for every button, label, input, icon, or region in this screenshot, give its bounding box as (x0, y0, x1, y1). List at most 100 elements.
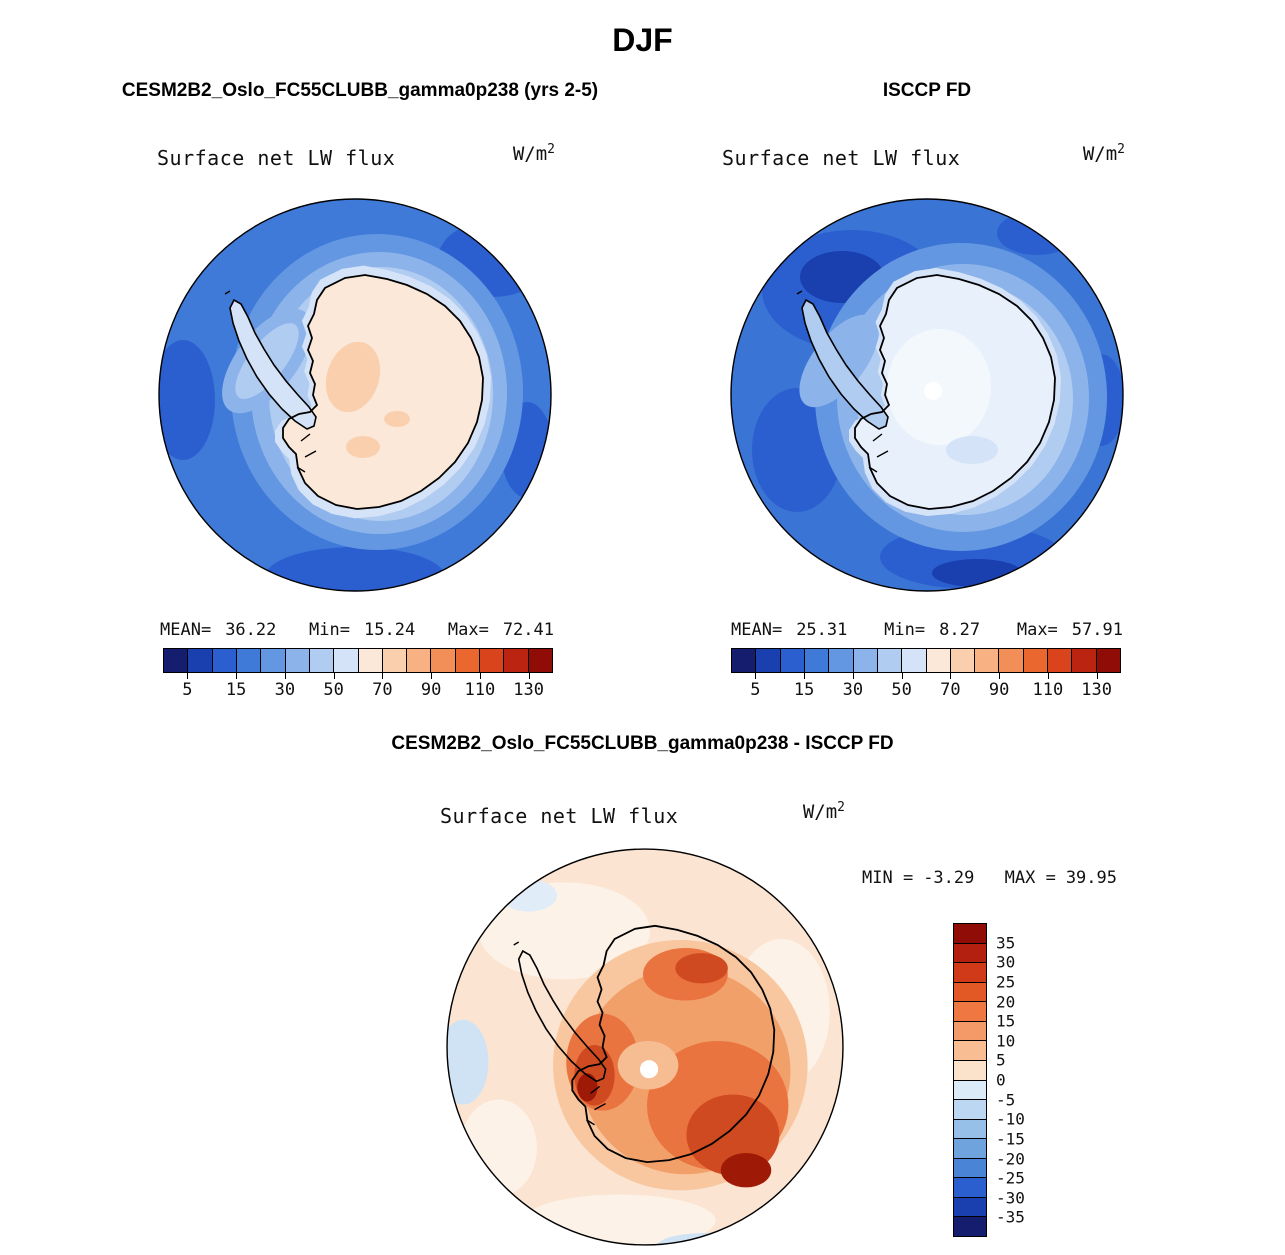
colorbar-cell (334, 649, 359, 672)
model-colorbar-labels: 5 15 30 50 70 90 110 130 (163, 680, 553, 700)
model-colorbar (163, 648, 553, 673)
diff-colorbar-label: 25 (996, 972, 1016, 992)
colorbar-cell (954, 1139, 986, 1159)
colorbar-tickmark (755, 673, 757, 679)
colorbar-cell (212, 649, 237, 672)
colorbar-cell (829, 649, 854, 672)
colorbar-cell (1023, 649, 1049, 672)
diff-colorbar (953, 923, 987, 1237)
obs-stats: MEAN= 25.31 Min= 8.27 Max= 57.91 (731, 620, 1123, 640)
obs-colorbar-tickmarks (731, 673, 1121, 679)
diff-map-rim (446, 848, 844, 1246)
coastline-detail-squiggles (224, 290, 317, 473)
model-mean-stat: MEAN= 36.22 (160, 620, 277, 640)
obs-units-base: W/m (1082, 143, 1118, 165)
colorbar-tick-label: 70 (940, 680, 961, 700)
model-min-stat: Min= 15.24 (309, 620, 416, 640)
diff-colorbar-label: 30 (996, 952, 1016, 972)
obs-colorbar (731, 648, 1121, 673)
diff-field-label: Surface net LW flux (440, 804, 679, 828)
colorbar-cell (853, 649, 878, 672)
diff-colorbar-label: 10 (996, 1031, 1016, 1051)
colorbar-tickmark (852, 673, 854, 679)
diff-units: W/m2 (745, 800, 845, 823)
obs-map-field (731, 199, 1123, 591)
obs-max-stat: Max= 57.91 (1016, 620, 1123, 640)
south-pole-marker (924, 382, 942, 400)
model-units-base: W/m (512, 143, 548, 165)
colorbar-cell (261, 649, 286, 672)
colorbar-cell (780, 649, 805, 672)
colorbar-cell (954, 1217, 986, 1236)
colorbar-tickmark (528, 673, 530, 679)
colorbar-cell (954, 1041, 986, 1061)
model-colorbar-tickmarks (163, 673, 553, 679)
model-panel-title: CESM2B2_Oslo_FC55CLUBB_gamma0p238 (yrs 2… (121, 80, 599, 101)
diff-colorbar-label: 15 (996, 1011, 1016, 1031)
diff-colorbar-label: 5 (996, 1050, 1006, 1070)
colorbar-cell (1048, 649, 1073, 672)
colorbar-cell (431, 649, 456, 672)
colorbar-tickmark (284, 673, 286, 679)
colorbar-tickmark (187, 673, 189, 679)
diff-units-exp: 2 (837, 800, 845, 815)
colorbar-tickmark (431, 673, 433, 679)
colorbar-cell (999, 649, 1024, 672)
diff-colorbar-label: -20 (996, 1149, 1025, 1168)
colorbar-tickmark (1047, 673, 1049, 679)
colorbar-cell (309, 649, 335, 672)
colorbar-cell (407, 649, 432, 672)
obs-map-rim (730, 198, 1124, 592)
colorbar-cell (954, 1178, 986, 1198)
colorbar-tick-label: 90 (420, 680, 442, 700)
model-max-stat: Max= 72.41 (447, 620, 554, 640)
colorbar-tick-label: 90 (988, 680, 1010, 700)
diff-colorbar-label: -10 (996, 1109, 1025, 1129)
south-pole-marker (639, 1060, 659, 1079)
colorbar-cell (954, 943, 986, 964)
diff-colorbar-label: -25 (996, 1168, 1025, 1188)
coastline-detail-squiggles (796, 290, 889, 473)
obs-map (730, 198, 1124, 592)
obs-panel-title: ISCCP FD (882, 80, 972, 101)
colorbar-tick-label: 5 (182, 680, 193, 700)
colorbar-cell (188, 649, 213, 672)
colorbar-tick-label: 30 (842, 680, 864, 700)
obs-field-label: Surface net LW flux (722, 146, 961, 170)
colorbar-cell (954, 1002, 986, 1022)
colorbar-cell (954, 1197, 986, 1218)
colorbar-cell (804, 649, 830, 672)
colorbar-cell (954, 1021, 986, 1042)
colorbar-cell (950, 649, 976, 672)
colorbar-cell (926, 649, 951, 672)
colorbar-cell (954, 1060, 986, 1081)
obs-units-exp: 2 (1117, 142, 1125, 157)
colorbar-cell (455, 649, 481, 672)
colorbar-cell (358, 649, 383, 672)
obs-interior-contour (946, 436, 998, 464)
model-field-label: Surface net LW flux (157, 146, 396, 170)
diff-map (446, 848, 844, 1246)
colorbar-tick-label: 130 (513, 680, 544, 700)
obs-min-stat: Min= 8.27 (884, 620, 981, 640)
colorbar-tick-label: 30 (274, 680, 296, 700)
diff-panel-title: CESM2B2_Oslo_FC55CLUBB_gamma0p238 - ISCC… (391, 733, 894, 754)
colorbar-cell (954, 1158, 986, 1179)
colorbar-tick-label: 70 (372, 680, 393, 700)
colorbar-tickmark (333, 673, 335, 679)
diff-colorbar-label: 20 (996, 992, 1016, 1011)
colorbar-cell (954, 1119, 986, 1140)
figure-title: DJF (612, 22, 673, 58)
colorbar-tick-label: 110 (1032, 680, 1064, 700)
diff-colorbar-label: 35 (996, 933, 1016, 953)
colorbar-cell (1096, 649, 1120, 672)
colorbar-tickmark (999, 673, 1001, 679)
model-stats: MEAN= 36.22 Min= 15.24 Max= 72.41 (160, 620, 554, 640)
model-interior-contours (325, 341, 410, 458)
colorbar-cell (480, 649, 505, 672)
colorbar-tickmark (1096, 673, 1098, 679)
model-map (158, 198, 552, 592)
colorbar-cell (954, 1080, 986, 1101)
diff-colorbar-labels: 35 30 25 20 15 10 5 0 -5 -10 -15 -20 -25 -30 -35 (996, 923, 1056, 1237)
